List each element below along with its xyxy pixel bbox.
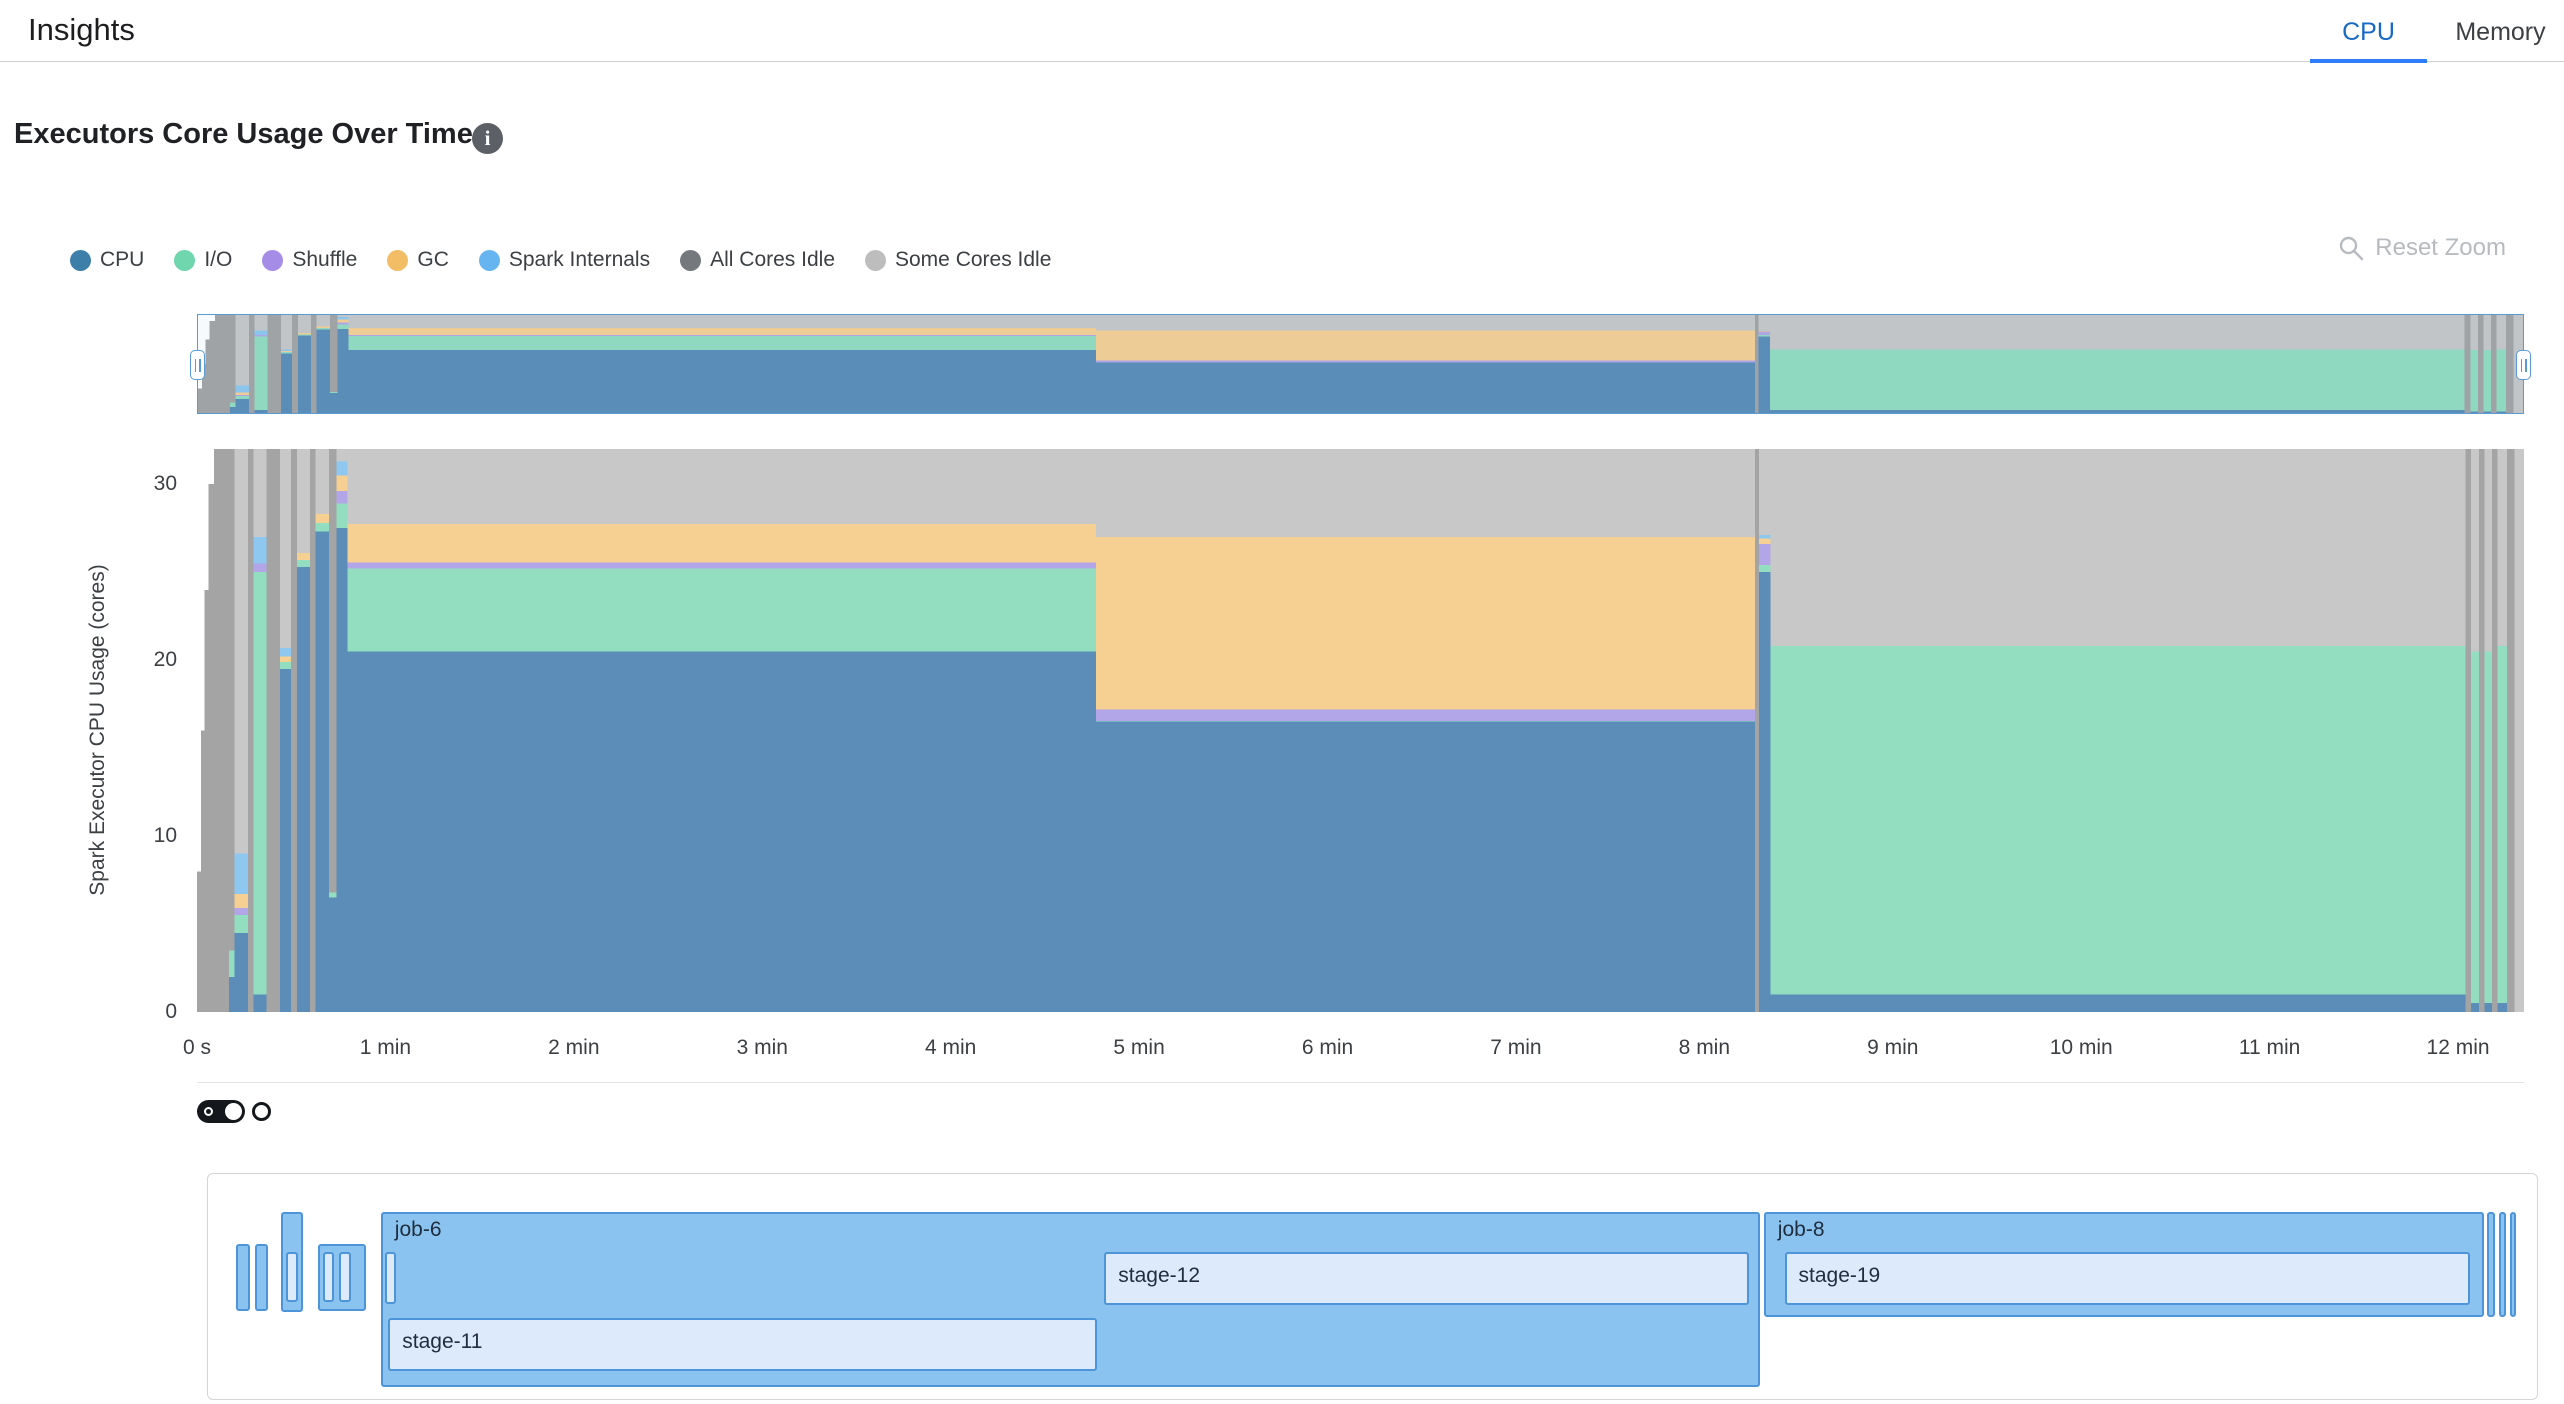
page-title: Insights [28, 12, 135, 47]
toggle-radio[interactable] [252, 1102, 271, 1121]
x-tick-label: 4 min [924, 1036, 977, 1059]
legend-item-spark-internals[interactable]: Spark Internals [478, 248, 651, 272]
job-bar[interactable] [2487, 1212, 2495, 1317]
x-tick-label: 8 min [1678, 1036, 1731, 1059]
stage-bar-label: stage-19 [1798, 1264, 1881, 1287]
overview-chart-svg [198, 315, 2523, 413]
reset-zoom-button[interactable]: Reset Zoom [2338, 234, 2506, 262]
legend-label: All Cores Idle [710, 248, 835, 271]
magnifier-icon [2340, 236, 2364, 260]
job-stage-timeline: job-6 job-8 stage-11 stage-12 stage-19 [207, 1173, 2538, 1400]
legend-label: Some Cores Idle [895, 248, 1052, 271]
y-axis-title: Spark Executor CPU Usage (cores) [86, 564, 109, 896]
job-bar[interactable] [236, 1244, 250, 1311]
stage-bar-stage-11[interactable]: stage-11 [388, 1318, 1097, 1371]
legend-dot-icon [865, 249, 886, 271]
legend-item-all-cores-idle[interactable]: All Cores Idle [680, 248, 835, 272]
x-tick-label: 6 min [1301, 1036, 1354, 1059]
x-tick-label: 3 min [736, 1036, 788, 1059]
main-chart-svg [197, 449, 2524, 1012]
pan-zoom-toggle [197, 1100, 271, 1123]
legend-dot-icon [478, 249, 500, 271]
legend-item-cpu[interactable]: CPU [70, 248, 144, 272]
stage-bar-stage-19[interactable]: stage-19 [1784, 1252, 2471, 1305]
top-bar: Insights CPU Memory [0, 0, 2564, 63]
reset-zoom-label: Reset Zoom [2375, 234, 2506, 261]
x-tick-label: 1 min [359, 1036, 412, 1059]
stage-bar-stage-12[interactable]: stage-12 [1104, 1252, 1749, 1305]
x-tick-label: 12 min [2426, 1036, 2490, 1059]
x-tick-label: 5 min [1113, 1036, 1165, 1059]
y-tick-label: 20 [153, 648, 177, 672]
y-tick-label: 10 [153, 824, 177, 848]
legend-label: GC [417, 248, 449, 271]
job-bar[interactable] [254, 1244, 268, 1311]
toggle-knob [225, 1103, 242, 1120]
x-tick-label: 2 min [548, 1036, 600, 1059]
section-title: Executors Core Usage Over Time [14, 118, 473, 150]
legend-label: I/O [204, 248, 233, 271]
x-tick-label: 7 min [1490, 1036, 1542, 1059]
tab-cpu[interactable]: CPU [2342, 18, 2395, 46]
y-tick-label: 30 [153, 472, 177, 496]
legend-label: CPU [100, 248, 145, 271]
job-bar[interactable] [2509, 1212, 2516, 1317]
legend-dot-icon [70, 249, 91, 271]
legend-dot-icon [680, 249, 702, 271]
chart-legend: CPU I/O Shuffle GC Spark Internals All Cores … [70, 248, 1051, 272]
stage-bar[interactable] [339, 1252, 351, 1302]
axis-divider [197, 1082, 2524, 1083]
stage-bar-label: stage-11 [402, 1330, 483, 1353]
stage-bar[interactable] [322, 1252, 335, 1302]
legend-dot-icon [262, 249, 284, 271]
legend-item-shuffle[interactable]: Shuffle [262, 248, 357, 272]
legend-label: Spark Internals [508, 248, 651, 271]
stage-bar[interactable] [286, 1252, 298, 1302]
zoom-navigator[interactable] [190, 314, 2531, 414]
legend-dot-icon [174, 249, 196, 271]
stage-bar[interactable] [384, 1252, 396, 1304]
x-tick-label: 0 s [182, 1036, 212, 1059]
navigator-selection[interactable] [198, 315, 2523, 413]
navigator-handle-right[interactable] [2516, 350, 2531, 380]
legend-item-i-o[interactable]: I/O [174, 248, 232, 272]
legend-dot-icon [387, 249, 409, 271]
x-tick-label: 10 min [2049, 1036, 2113, 1059]
legend-label: Shuffle [292, 248, 358, 271]
info-icon[interactable]: i [472, 123, 503, 154]
x-tick-label: 9 min [1867, 1036, 1919, 1059]
navigator-handle-left[interactable] [190, 350, 205, 380]
tab-memory[interactable]: Memory [2455, 18, 2546, 46]
x-tick-label: 11 min [2238, 1036, 2301, 1059]
legend-item-gc[interactable]: GC [387, 248, 449, 272]
toggle-dot-icon [204, 1107, 213, 1116]
active-tab-underline [2310, 59, 2427, 63]
toggle-switch[interactable] [197, 1100, 245, 1123]
y-tick-label: 0 [165, 1000, 177, 1023]
main-chart[interactable] [197, 449, 2524, 1012]
legend-item-some-cores-idle[interactable]: Some Cores Idle [865, 248, 1051, 272]
job-bar-label: job-6 [394, 1218, 442, 1241]
job-bar[interactable] [2498, 1212, 2507, 1317]
stage-bar-label: stage-12 [1118, 1264, 1201, 1287]
job-bar-label: job-8 [1777, 1218, 1825, 1241]
